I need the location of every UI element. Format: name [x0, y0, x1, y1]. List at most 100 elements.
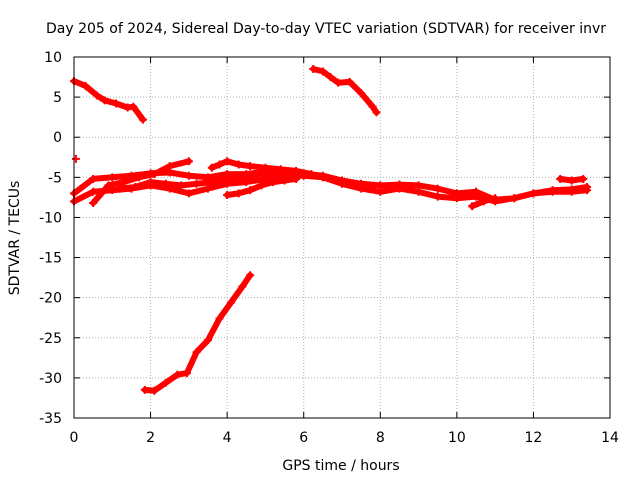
x-tick-label: 14 — [601, 430, 619, 446]
series-band — [71, 172, 590, 205]
data-point — [100, 96, 109, 105]
data-point — [309, 65, 318, 74]
series-track-3 — [140, 271, 255, 395]
data-point — [253, 170, 262, 179]
data-point — [81, 81, 90, 90]
data-point — [246, 271, 255, 280]
data-point — [292, 174, 301, 183]
data-point — [292, 166, 301, 175]
data-point — [182, 369, 191, 378]
data-point — [338, 179, 346, 188]
y-tick-label: -15 — [39, 251, 62, 267]
x-tick-label: 8 — [376, 430, 385, 446]
data-point — [173, 370, 182, 379]
data-point — [372, 108, 381, 117]
data-point — [472, 192, 480, 201]
tick-layer: 0 2 4 6 8 10 12 14 -35 -30 -25 -20 -15 -10 -5 0 5 10 — [39, 50, 619, 446]
data-point — [161, 179, 170, 188]
series-track-9 — [207, 157, 316, 179]
data-point — [261, 163, 270, 172]
data-point — [207, 163, 216, 172]
data-point — [452, 194, 461, 203]
y-tick-label: 5 — [53, 90, 62, 106]
y-axis-label: SDTVAR / TECUs — [7, 181, 23, 296]
series-band — [141, 272, 254, 394]
data-point — [468, 202, 477, 211]
data-point — [92, 91, 101, 100]
x-tick-label: 4 — [223, 430, 232, 446]
data-point — [192, 348, 201, 357]
series-track-7 — [89, 157, 193, 208]
data-point — [238, 173, 247, 182]
data-point — [192, 179, 201, 188]
data-point — [556, 174, 565, 183]
data-point — [112, 99, 121, 108]
data-point — [71, 154, 80, 163]
data-point — [357, 184, 366, 193]
y-tick-label: -20 — [39, 291, 62, 307]
x-axis-label: GPS time / hours — [282, 458, 399, 474]
y-tick-label: 10 — [44, 50, 62, 66]
x-tick-label: 10 — [448, 430, 466, 446]
data-point — [226, 298, 235, 307]
data-point — [140, 385, 149, 394]
data-point — [395, 184, 404, 193]
data-point — [326, 73, 335, 82]
data-point — [276, 165, 285, 174]
data-point — [548, 187, 557, 196]
y-tick-label: -5 — [48, 170, 62, 186]
data-point — [150, 386, 159, 395]
chart-title: Day 205 of 2024, Sidereal Day-to-day VTE… — [46, 21, 606, 37]
data-point — [491, 194, 500, 203]
y-tick-label: -35 — [39, 411, 62, 427]
data-point — [433, 192, 442, 201]
data-point — [108, 173, 117, 182]
data-point — [215, 160, 224, 169]
data-point — [89, 187, 98, 196]
x-tick-label: 0 — [70, 430, 79, 446]
data-point — [89, 174, 98, 183]
data-point — [204, 184, 212, 193]
data-point — [161, 378, 170, 387]
grid-layer — [74, 57, 610, 418]
data-point — [207, 178, 216, 187]
series-track-4 — [71, 154, 80, 163]
data-point — [119, 178, 128, 187]
series-track-1 — [70, 77, 147, 124]
data-point — [89, 199, 98, 208]
data-point — [567, 176, 576, 185]
data-point — [368, 102, 377, 111]
data-point — [479, 197, 488, 206]
data-point — [246, 162, 255, 171]
data-point — [234, 189, 243, 198]
data-point — [184, 171, 193, 180]
data-point — [345, 77, 354, 86]
data-point — [529, 189, 538, 198]
data-point — [223, 174, 232, 183]
data-point — [269, 178, 278, 187]
data-point — [510, 194, 519, 203]
plot-frame — [73, 56, 611, 419]
data-point — [579, 174, 588, 183]
y-tick-label: -25 — [39, 331, 62, 347]
x-tick-label: 2 — [146, 430, 155, 446]
data-point — [238, 282, 247, 291]
series-track-2 — [309, 65, 381, 117]
data-point — [357, 89, 366, 98]
data-point — [184, 189, 193, 198]
data-point — [146, 178, 155, 187]
y-tick-label: 0 — [53, 130, 62, 146]
series-track-12 — [556, 174, 588, 185]
data-point — [307, 170, 316, 179]
data-point — [129, 102, 138, 111]
data-point — [135, 173, 144, 182]
series-band — [310, 66, 380, 116]
data-point — [318, 67, 327, 76]
data-point — [414, 187, 423, 196]
data-point — [131, 182, 140, 191]
data-point — [138, 115, 147, 124]
data-point — [583, 186, 592, 195]
data-point — [234, 160, 243, 169]
